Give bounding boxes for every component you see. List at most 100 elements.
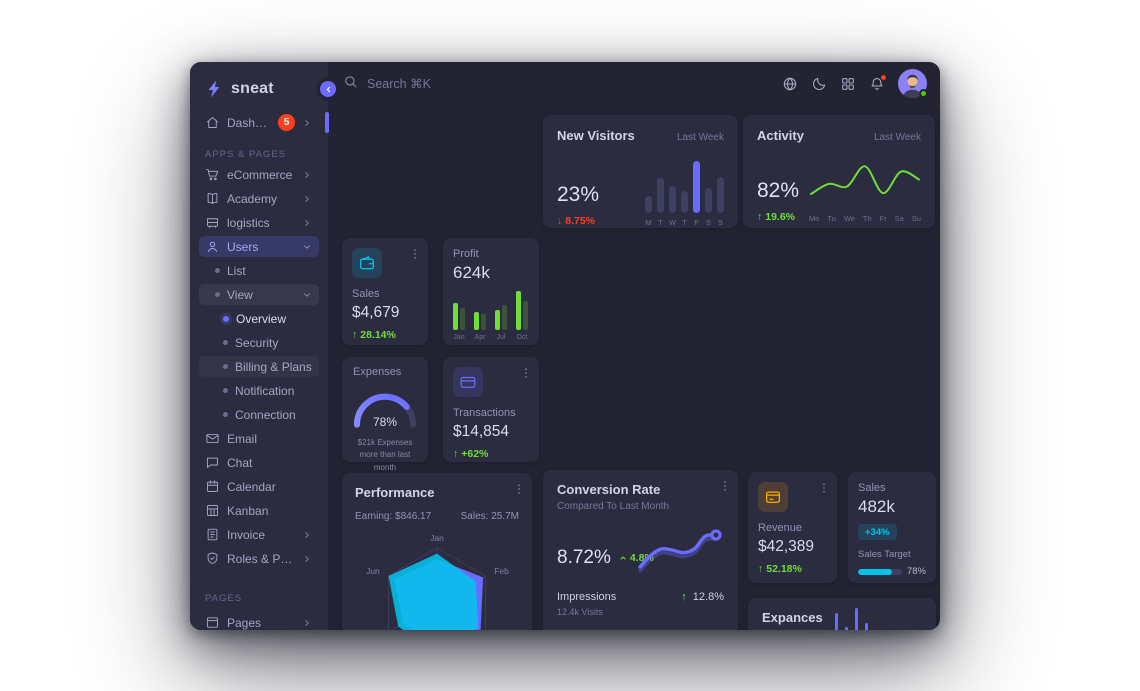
chevron-down-icon bbox=[302, 242, 312, 252]
bullet-icon bbox=[223, 388, 228, 393]
sidebar-section-pages: PAGES bbox=[205, 592, 243, 604]
transactions-label: Transactions bbox=[453, 407, 516, 419]
sidebar-item-roles-permiss[interactable]: Roles & Permiss... bbox=[199, 548, 319, 569]
app-window: sneat Dashboards5 APPS & PAGES eCommerce Ac… bbox=[190, 62, 940, 630]
chevron-right-icon bbox=[302, 554, 312, 564]
sidebar-section-apps-pages: APPS & PAGES bbox=[205, 148, 286, 160]
arrow-up-icon: ↑ bbox=[758, 563, 764, 575]
chevron-right-icon bbox=[302, 170, 312, 180]
card-menu-button[interactable] bbox=[510, 480, 528, 498]
svg-text:Jun: Jun bbox=[366, 566, 380, 576]
conversion-rate-card: Conversion Rate Compared To Last Month 8… bbox=[543, 470, 738, 630]
sidebar-item-view[interactable]: View bbox=[199, 284, 319, 305]
conversion-sparkline-chart bbox=[634, 522, 726, 589]
chevron-right-icon bbox=[302, 530, 312, 540]
activity-card: Activity Last Week 82% ↑ 19.6% Mo Tu We Th F… bbox=[743, 115, 935, 228]
new-visitors-value: 23% bbox=[557, 183, 600, 206]
chevron-right-icon bbox=[302, 218, 312, 228]
truck-icon bbox=[205, 215, 220, 230]
bullet-icon bbox=[223, 315, 229, 322]
performance-card: Performance Earning: $846.17 Sales: 25.7… bbox=[342, 473, 532, 630]
topbar bbox=[328, 62, 940, 105]
sidebar-item-pages[interactable]: Pages bbox=[199, 612, 319, 630]
profit-label: Profit bbox=[453, 248, 479, 260]
sidebar-item-security[interactable]: Security bbox=[199, 332, 319, 353]
sales-target-card-value: 482k bbox=[858, 497, 895, 516]
brand[interactable]: sneat bbox=[204, 76, 328, 102]
shortcuts-grid-icon[interactable] bbox=[840, 76, 856, 92]
sidebar-item-connection[interactable]: Connection bbox=[199, 404, 319, 425]
online-status-dot bbox=[919, 89, 928, 98]
sales-label: Sales bbox=[352, 288, 380, 300]
expenses-title: Expenses bbox=[353, 366, 402, 378]
chevron-right-icon bbox=[302, 194, 312, 204]
sidebar-item-calendar[interactable]: Calendar bbox=[199, 476, 319, 497]
main-area: New Visitors Last Week 23% ↓ 8.75% MTWTF… bbox=[328, 62, 940, 630]
expenses-note: $21k Expenses more than last month bbox=[357, 438, 413, 472]
sidebar-item-users[interactable]: Users bbox=[199, 236, 319, 257]
notification-badge-dot bbox=[880, 73, 887, 81]
card-title: Activity bbox=[757, 128, 804, 143]
card-title: Expances bbox=[762, 610, 823, 625]
sidebar-item-logistics[interactable]: logistics bbox=[199, 212, 319, 233]
card-menu-button[interactable] bbox=[406, 245, 424, 263]
svg-text:Jan: Jan bbox=[430, 533, 444, 543]
sidebar-item-chat[interactable]: Chat bbox=[199, 452, 319, 473]
sidebar-item-billing-plans[interactable]: Billing & Plans bbox=[199, 356, 319, 377]
transactions-card: Transactions $14,854 ↑ +62% bbox=[443, 357, 539, 462]
expenses-gauge-chart: 78% bbox=[350, 386, 420, 430]
card-menu-button[interactable] bbox=[815, 479, 833, 497]
user-avatar[interactable] bbox=[898, 69, 928, 98]
bullet-icon bbox=[223, 340, 228, 345]
arrow-up-icon: ↑ bbox=[681, 591, 687, 603]
conversion-subtitle: Compared To Last Month bbox=[557, 501, 670, 512]
card-menu-button[interactable] bbox=[517, 364, 535, 382]
sales-target-label: Sales Target bbox=[858, 549, 911, 560]
arrow-down-icon: ↓ bbox=[557, 215, 563, 227]
new-visitors-delta: ↓ 8.75% bbox=[557, 215, 596, 227]
svg-text:Feb: Feb bbox=[494, 566, 509, 576]
card-title: Conversion Rate bbox=[557, 482, 661, 497]
sidebar-item-academy[interactable]: Academy bbox=[199, 188, 319, 209]
transactions-delta: ↑ +62% bbox=[453, 448, 489, 460]
sidebar-item-list[interactable]: List bbox=[199, 260, 319, 281]
sidebar-menu: Dashboards5 APPS & PAGES eCommerce Academy l… bbox=[190, 112, 328, 630]
invoice-icon bbox=[205, 527, 220, 542]
notifications-bell-icon[interactable] bbox=[869, 73, 887, 92]
dashboards-count-badge: 5 bbox=[278, 114, 295, 131]
expances-card: Expances bbox=[748, 598, 936, 630]
search-input[interactable] bbox=[367, 76, 587, 91]
expances-sparkbar-chart bbox=[835, 604, 868, 630]
sidebar-item-email[interactable]: Email bbox=[199, 428, 319, 449]
arrow-up-icon: ↑ bbox=[352, 329, 358, 341]
sidebar: sneat Dashboards5 APPS & PAGES eCommerce Ac… bbox=[190, 62, 336, 630]
transactions-value: $14,854 bbox=[453, 423, 510, 440]
sidebar-item-overview[interactable]: Overview bbox=[199, 308, 319, 329]
sidebar-item-kanban[interactable]: Kanban bbox=[199, 500, 319, 521]
sidebar-item-ecommerce[interactable]: eCommerce bbox=[199, 164, 319, 185]
performance-earning: Earning: $846.17 bbox=[355, 511, 432, 522]
expenses-gauge-value: 78% bbox=[372, 415, 398, 429]
card-menu-button[interactable] bbox=[716, 477, 734, 495]
sidebar-item-invoice[interactable]: Invoice bbox=[199, 524, 319, 545]
arrow-up-icon: ↑ bbox=[453, 448, 459, 460]
search-bar[interactable] bbox=[343, 74, 774, 94]
sidebar-collapse-button[interactable] bbox=[320, 81, 336, 97]
shield-icon bbox=[205, 551, 220, 566]
theme-moon-icon[interactable] bbox=[811, 76, 827, 92]
language-globe-icon[interactable] bbox=[782, 76, 798, 92]
conversion-value: 8.72% bbox=[557, 547, 611, 568]
performance-radar-chart: JanFebMarAprMayJun bbox=[355, 524, 519, 630]
sidebar-item-dashboards[interactable]: Dashboards5 bbox=[199, 112, 319, 133]
sales-card: Sales $4,679 ↑ 28.14% bbox=[342, 238, 428, 345]
arrow-up-icon: ↑ bbox=[757, 211, 763, 223]
mail-icon bbox=[205, 431, 220, 446]
conversion-row-impressions: Impressions 12.4k Visits ↑ 12.8% bbox=[557, 591, 724, 617]
sidebar-item-notification[interactable]: Notification bbox=[199, 380, 319, 401]
sales-delta: ↑ 28.14% bbox=[352, 329, 396, 341]
bullet-icon bbox=[223, 412, 228, 417]
period-label: Last Week bbox=[676, 132, 724, 143]
